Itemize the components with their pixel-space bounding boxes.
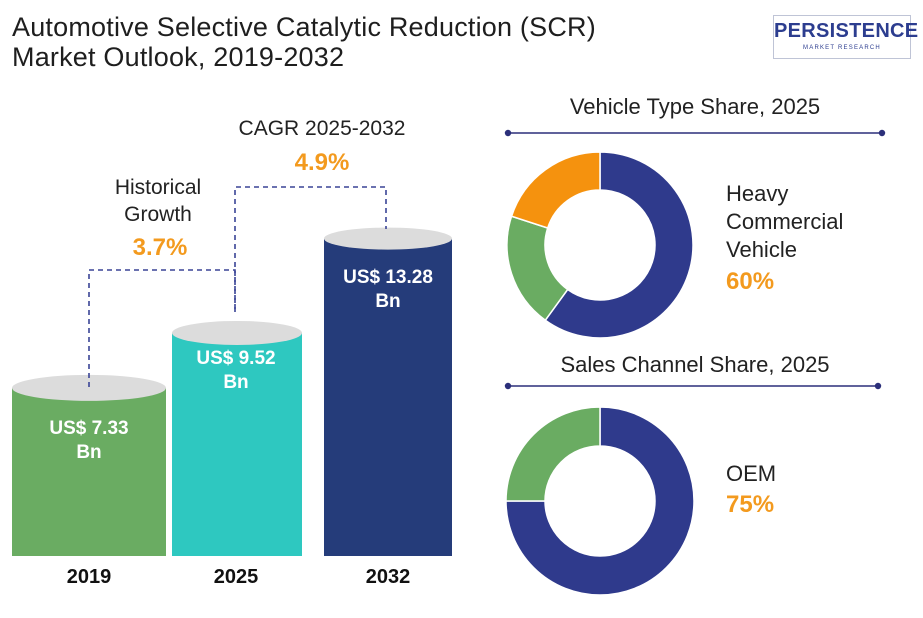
- sales-channel-title: Sales Channel Share, 2025: [560, 352, 830, 377]
- bar-cap-2019: [12, 374, 166, 401]
- vehicle-rule-dot-right: [878, 129, 886, 137]
- bar-2032-unit-text: Bn: [375, 291, 401, 312]
- sales-segment-value: 75%: [726, 491, 775, 518]
- vehicle-segment-label: Heavy Commercial Vehicle: [726, 180, 916, 264]
- logo-tagline: MARKET RESEARCH: [803, 45, 881, 51]
- vehicle-donut-slice-0: [544, 151, 694, 339]
- bar-2025: [172, 332, 302, 556]
- bar-label-2032: US$ 13.28 Bn: [325, 266, 451, 314]
- x-tick-2019: 2019: [66, 566, 112, 588]
- bar-2019-unit-text: Bn: [76, 442, 102, 463]
- title-line-1: Automotive Selective Catalytic Reduction…: [12, 12, 596, 42]
- bar-2019-value-text: US$ 7.33: [49, 418, 129, 439]
- donut-charts: [504, 129, 886, 596]
- logo-name: PERSISTENCE: [774, 20, 919, 42]
- historical-growth-label: Historical Growth: [100, 174, 216, 228]
- bar-chart: [12, 227, 452, 556]
- historical-growth-value: 3.7%: [132, 234, 188, 261]
- x-tick-2025: 2025: [213, 566, 259, 588]
- sales-donut-slice-1: [505, 406, 601, 502]
- bar-2025-value-text: US$ 9.52: [196, 348, 276, 369]
- sales-rule-dot-right: [874, 382, 882, 390]
- cagr-value: 4.9%: [294, 149, 350, 176]
- vehicle-segment-value: 60%: [726, 268, 775, 295]
- bar-cap-2025: [172, 320, 302, 345]
- chart-title: Automotive Selective Catalytic Reduction…: [12, 12, 712, 72]
- sales-segment-label: OEM: [726, 461, 777, 486]
- bar-2032: [324, 238, 452, 556]
- cagr-connector: [234, 186, 387, 312]
- persistence-logo: PERSISTENCE MARKET RESEARCH: [773, 15, 919, 59]
- vehicle-seg-line-1: Heavy: [726, 181, 789, 206]
- x-tick-2032: 2032: [365, 566, 411, 588]
- vehicle-seg-line-3: Vehicle: [726, 237, 797, 262]
- title-line-2: Market Outlook, 2019-2032: [12, 42, 345, 72]
- bar-cap-2032: [324, 227, 452, 250]
- bar-2019: [12, 387, 166, 556]
- growth-connectors: [88, 186, 387, 387]
- bar-label-2019: US$ 7.33 Bn: [12, 417, 166, 465]
- bar-2032-value-text: US$ 13.28: [343, 267, 433, 288]
- historical-label-line-2: Growth: [124, 203, 192, 226]
- vehicle-type-title: Vehicle Type Share, 2025: [569, 94, 821, 119]
- bar-2025-unit-text: Bn: [223, 372, 249, 393]
- vehicle-donut-slice-2: [510, 151, 601, 229]
- vehicle-rule-dot-left: [504, 129, 512, 137]
- sales-rule-dot-left: [504, 382, 512, 390]
- bar-label-2025: US$ 9.52 Bn: [171, 347, 301, 395]
- cagr-label: CAGR 2025-2032: [238, 117, 406, 140]
- historical-label-line-1: Historical: [114, 176, 202, 199]
- vehicle-seg-line-2: Commercial: [726, 209, 844, 234]
- sales-donut-slice-0: [505, 406, 695, 596]
